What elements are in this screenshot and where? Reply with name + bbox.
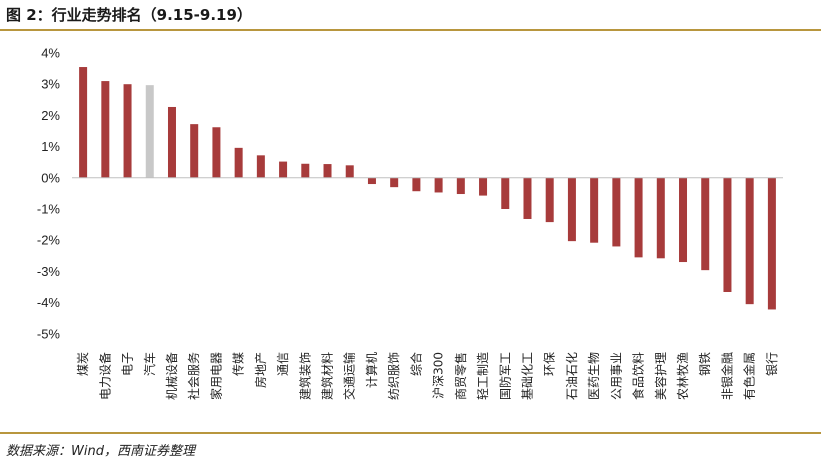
bar [723,177,732,292]
bar [167,106,176,178]
category-label: 机械设备 [164,352,179,400]
category-label: 有色金属 [742,352,757,400]
category-label: 房地产 [253,352,268,388]
bar [79,67,88,178]
bar [434,177,443,193]
bottom-divider [0,432,821,434]
y-tick-label: -3% [37,264,61,279]
category-label: 食品饮料 [631,352,646,400]
category-label: 传媒 [231,352,246,376]
bar [367,177,376,185]
category-label: 公用事业 [609,352,623,400]
category-label: 国防军工 [497,352,512,400]
category-label: 通信 [276,352,290,376]
bar [590,177,599,243]
bar [745,177,754,305]
category-label: 银行 [765,352,779,376]
category-label: 钢铁 [698,352,712,376]
bar [190,124,199,178]
bar [767,177,776,310]
y-tick-label: -2% [37,233,61,248]
bar [234,147,243,178]
bar [456,177,465,195]
bar [545,177,554,223]
bar [523,177,532,219]
bar [301,163,310,178]
category-label: 家用电器 [208,352,223,400]
bar [123,84,132,178]
y-tick-label: -1% [37,202,61,217]
bar [412,177,421,192]
category-label: 计算机 [364,352,379,388]
y-tick-label: -5% [37,326,61,341]
category-label: 美容护理 [653,352,668,400]
bar [145,85,154,178]
y-tick-label: 2% [41,108,60,123]
bar [679,177,688,263]
bars-group [79,67,776,310]
category-label: 综合 [408,352,423,376]
category-label: 社会服务 [186,352,201,400]
bar [256,155,265,178]
bar [212,127,221,178]
category-label: 电力设备 [98,352,112,400]
category-label: 纺织服饰 [387,352,401,400]
bar [567,177,576,242]
y-tick-label: -4% [37,295,61,310]
category-labels: 煤炭 电力设备 电子 汽车 机械设备 社会服务 家用电器 传媒 房地产 通信 建筑装饰 建筑材料 交通运… [76,352,779,400]
y-tick-label: 3% [41,77,60,92]
category-label: 沪深300 [432,352,446,399]
chart-title: 图 2：行业走势排名（9.15-9.19） [6,6,252,24]
y-axis-ticks: 4% 3% 2% 1% 0% -1% -2% -3% -4% -5% [37,46,61,342]
top-divider [0,29,821,31]
category-label: 石油石化 [565,352,579,400]
category-label: 交通运输 [342,352,357,400]
category-label: 建筑材料 [320,352,335,400]
category-label: 环保 [543,352,557,376]
category-label: 非银金融 [719,352,734,400]
category-label: 电子 [121,352,135,376]
y-tick-label: 4% [41,46,60,61]
bar [612,177,621,247]
bar [701,177,710,271]
bar [656,177,665,259]
bar [345,165,354,178]
bar [279,161,288,178]
category-label: 医药生物 [587,352,601,400]
category-label: 汽车 [142,352,157,376]
category-label: 建筑装饰 [297,352,312,400]
y-tick-label: 1% [41,139,60,154]
bar [501,177,510,209]
category-label: 商贸零售 [453,352,468,400]
bar [479,177,488,196]
y-tick-label: 0% [41,170,60,185]
category-label: 基础化工 [520,352,534,400]
bar [323,164,332,178]
category-label: 煤炭 [76,352,90,376]
bar [634,177,643,258]
category-label: 农林牧渔 [676,352,690,400]
category-label: 轻工制造 [476,352,490,400]
source-note: 数据来源：Wind，西南证券整理 [6,444,195,459]
bar [101,81,110,178]
bar [390,177,399,188]
